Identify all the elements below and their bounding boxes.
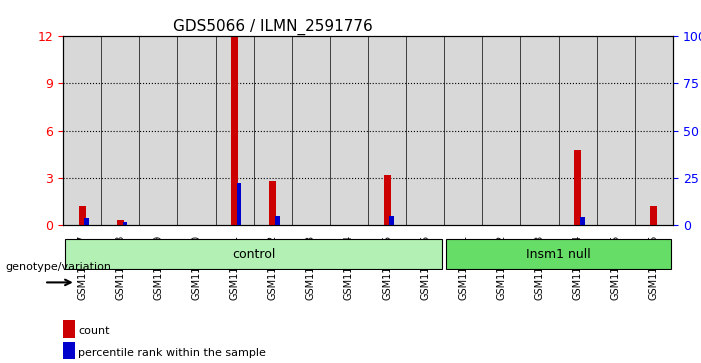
Bar bbox=[101, 36, 139, 225]
Bar bbox=[330, 36, 368, 225]
Bar bbox=[580, 217, 585, 225]
Bar bbox=[231, 36, 238, 225]
Bar bbox=[383, 175, 390, 225]
Text: Insm1 null: Insm1 null bbox=[526, 248, 591, 261]
Bar bbox=[574, 150, 581, 225]
Bar bbox=[117, 220, 123, 225]
Bar bbox=[406, 36, 444, 225]
Bar bbox=[216, 36, 254, 225]
Bar bbox=[79, 206, 86, 225]
Bar bbox=[482, 36, 520, 225]
Text: GDS5066 / ILMN_2591776: GDS5066 / ILMN_2591776 bbox=[173, 19, 373, 35]
Text: genotype/variation: genotype/variation bbox=[6, 262, 111, 272]
Bar bbox=[237, 183, 241, 225]
Bar bbox=[520, 36, 559, 225]
Bar bbox=[597, 36, 635, 225]
Bar bbox=[177, 36, 216, 225]
Bar bbox=[123, 222, 127, 225]
Text: control: control bbox=[232, 248, 275, 261]
Bar bbox=[63, 342, 75, 359]
FancyBboxPatch shape bbox=[446, 240, 671, 269]
Bar bbox=[389, 216, 394, 225]
Bar bbox=[275, 216, 280, 225]
Bar bbox=[559, 36, 597, 225]
Bar bbox=[368, 36, 406, 225]
Bar bbox=[139, 36, 177, 225]
Bar bbox=[651, 206, 658, 225]
Text: percentile rank within the sample: percentile rank within the sample bbox=[79, 348, 266, 358]
Bar bbox=[254, 36, 292, 225]
Bar bbox=[84, 218, 89, 225]
Bar bbox=[63, 36, 101, 225]
Text: count: count bbox=[79, 326, 110, 336]
Bar bbox=[635, 36, 673, 225]
Bar bbox=[63, 320, 75, 338]
Bar bbox=[292, 36, 330, 225]
Bar bbox=[444, 36, 482, 225]
FancyBboxPatch shape bbox=[65, 240, 442, 269]
Bar bbox=[269, 181, 276, 225]
